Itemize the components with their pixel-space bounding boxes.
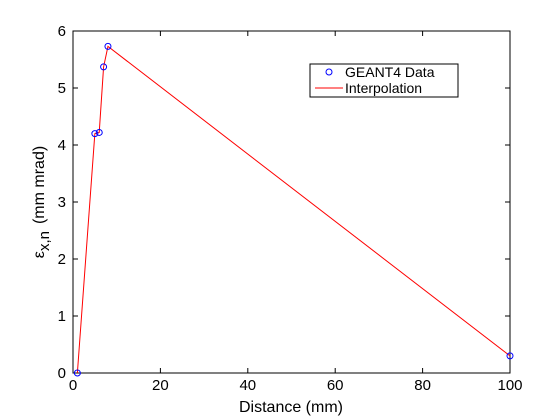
data-point-5 [506, 352, 514, 360]
series-layer [73, 42, 514, 377]
x-tick-label-0: 0 [69, 377, 77, 394]
data-point-4 [104, 42, 112, 50]
x-tick-label-2: 40 [239, 377, 256, 394]
y-axis-title: εx,n (mm mrad) [31, 146, 53, 258]
legend-label-geant4-data: GEANT4 Data [345, 64, 435, 80]
plot-frame [72, 30, 511, 374]
data-point-0 [73, 369, 81, 377]
x-tick-label-1: 20 [152, 377, 169, 394]
x-tick-label-4: 80 [414, 377, 431, 394]
y-tick-label-4: 4 [58, 137, 66, 154]
legend-label-interpolation: Interpolation [345, 80, 422, 96]
data-point-3 [100, 63, 108, 71]
data-point-1 [91, 130, 99, 138]
y-tick-label-1: 1 [58, 308, 66, 325]
y-axis-symbol: ε [31, 251, 48, 258]
interpolation-line [76, 45, 511, 374]
legend-marker-geant4-data [325, 68, 333, 76]
tick-labels-layer: 0 20 40 60 80 100 0 1 2 3 4 5 6 [58, 23, 523, 394]
y-tick-label-0: 0 [58, 365, 66, 382]
x-tick-label-5: 100 [497, 377, 522, 394]
x-axis-title: Distance (mm) [239, 399, 343, 416]
y-axis-subscript: x,n [36, 231, 53, 251]
y-tick-label-6: 6 [58, 23, 66, 40]
x-tick-label-3: 60 [327, 377, 344, 394]
y-tick-label-5: 5 [58, 80, 66, 97]
y-tick-label-2: 2 [58, 251, 66, 268]
data-point-2 [95, 128, 103, 136]
legend: GEANT4 Data Interpolation [309, 63, 459, 98]
y-tick-label-3: 3 [58, 194, 66, 211]
y-axis-unit: (mm mrad) [31, 146, 48, 224]
legend-box [309, 63, 459, 98]
